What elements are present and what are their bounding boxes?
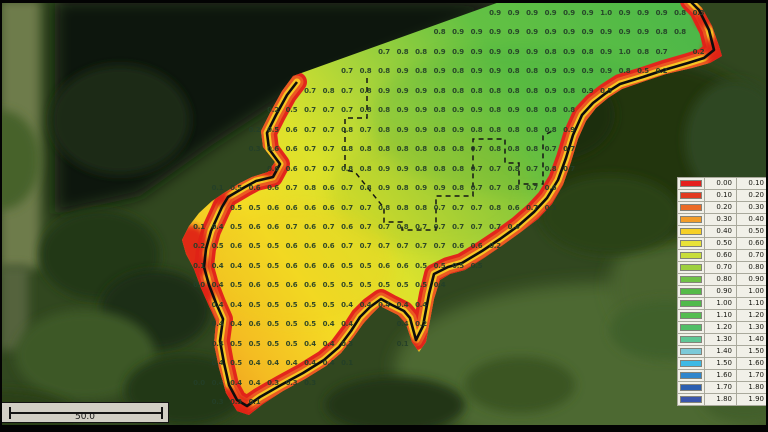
legend-swatch-cell [677, 177, 705, 190]
legend-row: 0.10 0.20 [677, 189, 768, 202]
letterbox-bottom [0, 425, 768, 432]
legend-swatch [680, 288, 702, 295]
legend-swatch [680, 312, 702, 319]
legend-swatch-cell [677, 345, 705, 358]
zone-boundary-dashed-line [344, 78, 553, 231]
legend-swatch [680, 276, 702, 283]
legend-swatch [680, 252, 702, 259]
scale-bar-right-tick [161, 407, 163, 419]
legend-swatch [680, 336, 702, 343]
legend-range-to: 1.90 [736, 393, 768, 406]
legend-body: 0.00 0.10 0.10 0.20 0.20 0.30 0.30 0.40 0.40 0.50… [677, 177, 768, 406]
legend-row: 0.40 0.50 [677, 225, 768, 238]
legend-swatch [680, 204, 702, 211]
legend-swatch-cell [677, 393, 705, 406]
legend-swatch-cell [677, 273, 705, 286]
field-boundary-line [202, 0, 716, 408]
legend-swatch [680, 180, 702, 187]
legend-swatch [680, 348, 702, 355]
legend-row: 1.70 1.80 [677, 381, 768, 394]
legend-row: 0.60 0.70 [677, 249, 768, 262]
legend-row: 0.90 1.00 [677, 285, 768, 298]
legend-range-from: 1.80 [704, 393, 737, 406]
legend-swatch-cell [677, 213, 705, 226]
scale-bar: 50.0 [1, 402, 169, 423]
legend-row: 1.80 1.90 [677, 393, 768, 406]
legend-swatch [680, 396, 702, 403]
legend-row: 1.50 1.60 [677, 357, 768, 370]
letterbox-right [766, 0, 768, 432]
letterbox-left [0, 0, 2, 432]
legend-swatch [680, 192, 702, 199]
legend-swatch-cell [677, 189, 705, 202]
legend-row: 0.20 0.30 [677, 201, 768, 214]
legend-row: 0.00 0.10 [677, 177, 768, 190]
legend-swatch [680, 216, 702, 223]
legend-swatch [680, 384, 702, 391]
letterbox-top [0, 0, 768, 3]
legend-row: 0.70 0.80 [677, 261, 768, 274]
legend-swatch [680, 300, 702, 307]
legend-swatch [680, 360, 702, 367]
legend-swatch [680, 372, 702, 379]
scale-bar-line [9, 412, 163, 414]
legend-swatch [680, 240, 702, 247]
legend-swatch [680, 324, 702, 331]
legend-swatch [680, 228, 702, 235]
legend-row: 1.40 1.50 [677, 345, 768, 358]
legend-swatch-cell [677, 249, 705, 262]
legend: 0.00 0.10 0.10 0.20 0.20 0.30 0.30 0.40 0.40 0.50… [677, 177, 768, 406]
legend-row: 0.80 0.90 [677, 273, 768, 286]
legend-swatch [680, 264, 702, 271]
scale-bar-left-tick [9, 407, 11, 419]
scale-bar-label: 50.0 [74, 412, 96, 422]
